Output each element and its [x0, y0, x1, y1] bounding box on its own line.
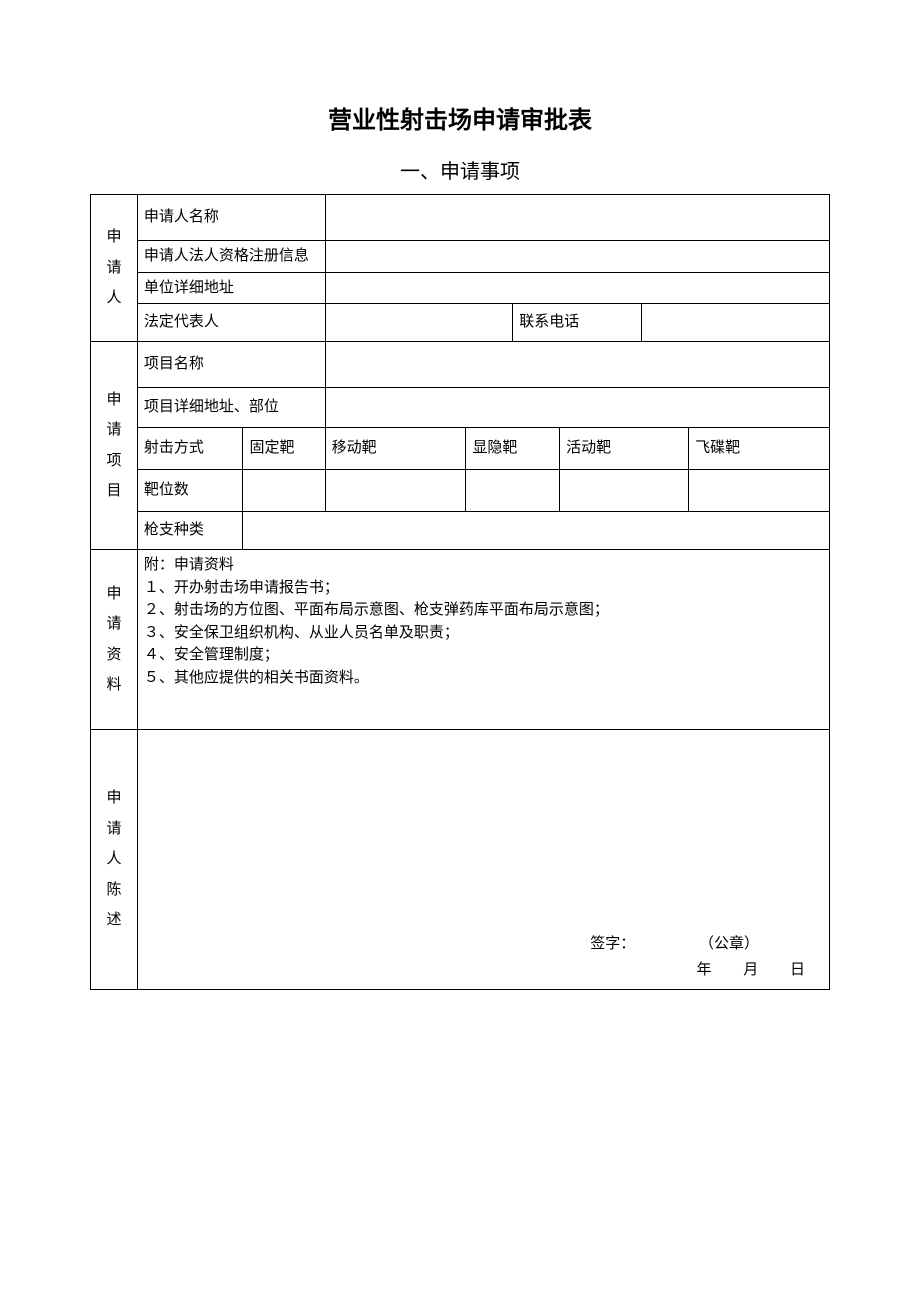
gun-type-label: 枪支种类 — [137, 512, 243, 550]
lane-count-label: 靶位数 — [137, 470, 243, 512]
phone-label: 联系电话 — [513, 304, 642, 342]
section-materials-header: 申请资料 — [91, 550, 138, 730]
target-active-label: 活动靶 — [560, 428, 689, 470]
section-statement-header: 申请人陈述 — [91, 730, 138, 990]
gun-type-value[interactable] — [243, 512, 830, 550]
section-project-header: 申请项目 — [91, 342, 138, 550]
date-month-label: 月 — [743, 962, 758, 978]
project-name-value[interactable] — [325, 342, 829, 388]
unit-address-label: 单位详细地址 — [137, 272, 325, 304]
statement-cell[interactable]: 签字： （公章） 年 月 日 — [137, 730, 829, 990]
target-clay-label: 飞碟靶 — [689, 428, 830, 470]
phone-value[interactable] — [642, 304, 830, 342]
seal-label: （公章） — [699, 936, 759, 952]
legal-reg-label: 申请人法人资格注册信息 — [137, 241, 325, 273]
legal-reg-value[interactable] — [325, 241, 829, 273]
legal-rep-label: 法定代表人 — [137, 304, 325, 342]
project-name-label: 项目名称 — [137, 342, 325, 388]
date-day-label: 日 — [790, 962, 805, 978]
shoot-mode-label: 射击方式 — [137, 428, 243, 470]
lane-active-value[interactable] — [560, 470, 689, 512]
applicant-name-label: 申请人名称 — [137, 195, 325, 241]
section-applicant-header: 申请人 — [91, 195, 138, 342]
materials-item-3: ３、安全保卫组织机构、从业人员名单及职责； — [144, 622, 823, 645]
materials-list: 附：申请资料 １、开办射击场申请报告书； ２、射击场的方位图、平面布局示意图、枪… — [137, 550, 829, 730]
project-address-label: 项目详细地址、部位 — [137, 388, 325, 428]
target-hidden-label: 显隐靶 — [466, 428, 560, 470]
date-year-label: 年 — [696, 962, 711, 978]
lane-hidden-value[interactable] — [466, 470, 560, 512]
signature-label: 签字： — [590, 936, 635, 952]
lane-moving-value[interactable] — [325, 470, 466, 512]
target-moving-label: 移动靶 — [325, 428, 466, 470]
lane-clay-value[interactable] — [689, 470, 830, 512]
lane-fixed-value[interactable] — [243, 470, 325, 512]
page-title: 营业性射击场申请审批表 — [90, 100, 830, 135]
applicant-name-value[interactable] — [325, 195, 829, 241]
signature-block: 签字： （公章） 年 月 日 — [590, 932, 819, 983]
materials-item-2: ２、射击场的方位图、平面布局示意图、枪支弹药库平面布局示意图； — [144, 599, 823, 622]
project-address-value[interactable] — [325, 388, 829, 428]
materials-item-1: １、开办射击场申请报告书； — [144, 577, 823, 600]
materials-item-5: ５、其他应提供的相关书面资料。 — [144, 667, 823, 690]
application-form-table: 申请人 申请人名称 申请人法人资格注册信息 单位详细地址 法定代表人 联系电话 … — [90, 194, 830, 990]
legal-rep-value[interactable] — [325, 304, 513, 342]
unit-address-value[interactable] — [325, 272, 829, 304]
materials-intro: 附：申请资料 — [144, 554, 823, 577]
page-subtitle: 一、申请事项 — [90, 155, 830, 184]
target-fixed-label: 固定靶 — [243, 428, 325, 470]
materials-item-4: ４、安全管理制度； — [144, 644, 823, 667]
